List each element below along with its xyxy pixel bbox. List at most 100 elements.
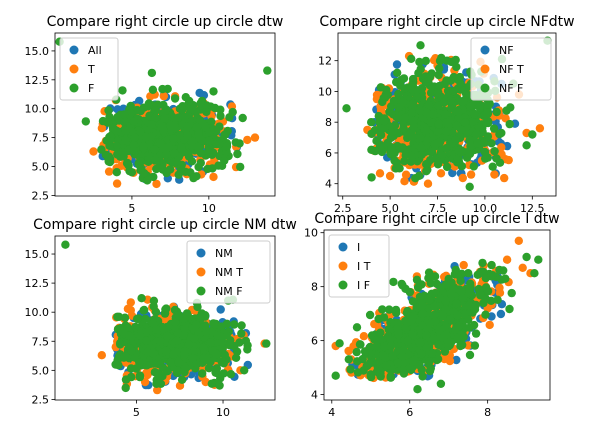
- legend-marker: [196, 248, 206, 258]
- data-point: [194, 145, 204, 154]
- data-point: [382, 85, 391, 95]
- x-tick-label: 10: [202, 202, 216, 215]
- data-point: [175, 130, 184, 140]
- legend-label: NM T: [215, 266, 243, 279]
- data-point: [365, 359, 375, 368]
- data-point: [367, 173, 376, 182]
- data-point: [461, 118, 470, 127]
- data-point: [459, 96, 468, 105]
- data-point: [215, 381, 224, 390]
- data-point: [230, 320, 239, 329]
- x-tick-label: 6: [406, 406, 413, 419]
- data-point: [367, 129, 376, 138]
- data-point: [434, 119, 444, 129]
- data-point: [198, 369, 207, 378]
- data-point: [179, 147, 188, 157]
- data-point: [501, 274, 510, 283]
- data-point: [413, 385, 422, 394]
- data-point: [216, 374, 225, 383]
- data-point: [180, 324, 189, 334]
- data-point: [454, 107, 463, 117]
- data-point: [189, 324, 199, 333]
- y-tick-label: 10.0: [25, 103, 50, 116]
- data-point: [466, 170, 476, 179]
- data-point: [216, 305, 225, 314]
- data-point: [217, 322, 226, 331]
- data-point: [240, 366, 249, 375]
- data-point: [375, 169, 385, 178]
- data-point: [400, 177, 409, 186]
- data-point: [169, 134, 178, 143]
- data-point: [181, 364, 190, 373]
- x-tick-label: 5.0: [381, 202, 399, 215]
- x-tick-label: 4: [328, 406, 335, 419]
- data-point: [250, 133, 260, 142]
- data-point: [488, 162, 497, 171]
- data-point: [201, 122, 210, 131]
- data-point: [534, 255, 543, 264]
- legend-marker: [69, 45, 79, 55]
- data-point: [197, 135, 206, 145]
- data-point: [408, 100, 417, 109]
- data-point: [121, 126, 130, 135]
- data-point: [142, 361, 152, 370]
- data-point: [187, 157, 197, 166]
- data-point: [121, 136, 130, 145]
- data-point: [243, 345, 252, 354]
- data-point: [399, 345, 408, 354]
- data-point: [426, 88, 436, 98]
- data-point: [422, 331, 431, 340]
- data-point: [382, 361, 391, 370]
- data-point: [139, 306, 148, 315]
- data-point: [400, 84, 409, 93]
- points-layer: [55, 37, 272, 189]
- data-point: [141, 314, 150, 324]
- data-point: [335, 339, 344, 348]
- data-point: [481, 294, 490, 304]
- data-point: [152, 179, 161, 189]
- data-point: [129, 117, 139, 126]
- data-point: [417, 150, 426, 159]
- data-point: [166, 358, 175, 367]
- data-point: [111, 360, 120, 369]
- data-point: [412, 275, 422, 284]
- legend-label: I F: [357, 279, 370, 292]
- data-point: [232, 347, 242, 356]
- data-point: [481, 154, 490, 163]
- y-tick-label: 6: [311, 335, 318, 348]
- data-point: [398, 143, 407, 152]
- data-point: [469, 162, 478, 171]
- data-point: [423, 179, 433, 188]
- x-tick-label: 10.0: [473, 202, 498, 215]
- data-point: [424, 101, 434, 110]
- data-point: [442, 56, 452, 65]
- data-point: [430, 301, 439, 311]
- data-point: [139, 142, 148, 151]
- data-point: [480, 147, 489, 157]
- data-point: [135, 358, 144, 367]
- data-point: [174, 170, 183, 179]
- data-point: [535, 124, 545, 133]
- data-point: [121, 375, 131, 384]
- data-point: [456, 148, 466, 157]
- legend-label: F: [88, 82, 94, 95]
- points-layer: [61, 240, 271, 395]
- data-point: [442, 144, 451, 153]
- data-point: [359, 332, 369, 341]
- data-point: [422, 126, 431, 135]
- legend-marker: [338, 261, 348, 271]
- data-point: [504, 155, 513, 165]
- data-point: [144, 102, 153, 111]
- data-point: [237, 329, 246, 338]
- data-point: [146, 92, 155, 101]
- data-point: [448, 168, 457, 178]
- legend-marker: [338, 280, 348, 290]
- data-point: [430, 310, 440, 319]
- data-point: [183, 131, 192, 140]
